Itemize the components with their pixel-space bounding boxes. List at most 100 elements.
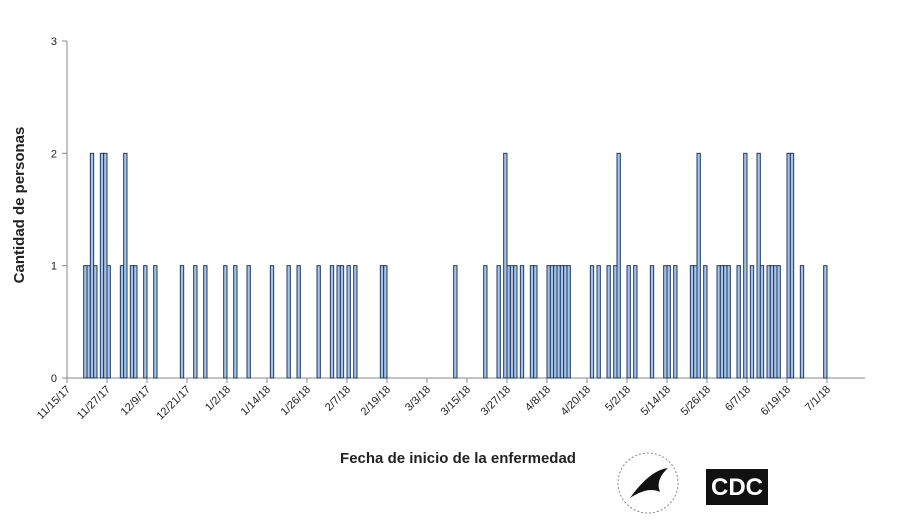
bar [596, 265, 601, 379]
x-tick-label: 3/15/18 [439, 384, 473, 418]
bar [316, 265, 321, 379]
bar [533, 265, 538, 379]
x-axis-label: Fecha de inicio de la enfermedad [340, 450, 576, 467]
x-tick-label: 12/21/17 [154, 384, 193, 423]
bar [246, 265, 251, 379]
bar [666, 265, 671, 379]
bar [776, 265, 781, 379]
x-tick-label: 1/14/18 [239, 384, 273, 418]
bar [696, 152, 701, 379]
bar [626, 265, 631, 379]
x-tick-label: 6/7/18 [723, 384, 753, 414]
bar [789, 152, 795, 379]
bar [823, 265, 828, 379]
bar [589, 265, 595, 379]
bar [353, 265, 358, 379]
x-tick-label: 2/19/18 [359, 384, 393, 418]
bar [716, 265, 721, 379]
bar [766, 265, 771, 379]
y-axis-label: Cantidad de personas [11, 127, 28, 284]
x-tick-label: 4/8/18 [523, 384, 553, 414]
bar [736, 265, 741, 379]
bar [106, 265, 111, 379]
bar [233, 265, 238, 379]
bar [286, 265, 291, 379]
bar [483, 265, 488, 379]
bar [453, 265, 458, 379]
bar [673, 265, 678, 379]
bar [553, 265, 558, 379]
bar [566, 265, 571, 379]
x-tick-label: 12/9/17 [119, 384, 153, 418]
bar [749, 265, 755, 379]
x-tick-label: 5/26/18 [679, 384, 713, 418]
bar [513, 265, 518, 379]
bar [693, 265, 698, 379]
bar [726, 265, 731, 379]
bar [529, 265, 535, 379]
bar [773, 265, 778, 379]
x-tick-label: 11/15/17 [35, 384, 73, 422]
bar [329, 265, 335, 379]
bar [719, 265, 725, 379]
x-tick-label: 1/26/18 [279, 384, 313, 418]
bar [193, 265, 198, 379]
bar [203, 265, 208, 379]
bar [143, 265, 148, 379]
cdc-logo: CDC [706, 469, 768, 505]
bar [383, 265, 388, 379]
bar [346, 265, 351, 379]
x-tick-label: 5/14/18 [639, 384, 673, 418]
x-tick-label: 7/1/18 [803, 384, 833, 414]
bar [799, 265, 805, 379]
bar [556, 265, 561, 379]
bar [296, 265, 301, 379]
y-tick-label: 0 [51, 373, 57, 385]
logo-text: CDC [711, 474, 763, 501]
x-tick-label: 3/3/18 [403, 384, 433, 414]
bar [616, 152, 621, 379]
bar [633, 265, 638, 379]
x-tick-label: 2/7/18 [323, 384, 353, 414]
bar [133, 265, 138, 379]
bar [123, 152, 128, 379]
bar [339, 265, 345, 379]
bar [153, 265, 158, 379]
x-tick-label: 5/2/18 [603, 384, 633, 414]
bar [663, 265, 668, 379]
x-tick-label: 4/20/18 [559, 384, 593, 418]
bar [759, 265, 765, 379]
bar [606, 265, 611, 379]
bar [563, 265, 568, 379]
bar [689, 265, 695, 379]
bar [519, 265, 525, 379]
bar [786, 152, 791, 379]
bar [613, 265, 618, 379]
bar [743, 152, 748, 379]
bar [129, 265, 135, 379]
x-tick-label: 6/19/18 [759, 384, 793, 418]
bar [223, 265, 228, 379]
y-tick-label: 2 [51, 148, 57, 160]
bar [649, 265, 655, 379]
x-tick-label: 3/27/18 [479, 384, 513, 418]
bar [703, 265, 708, 379]
y-tick-label: 1 [51, 261, 57, 273]
hhs-logo [617, 452, 679, 514]
bar [93, 265, 98, 379]
y-tick-label: 3 [51, 36, 57, 48]
bar [179, 265, 185, 379]
bar [723, 265, 728, 379]
x-tick-label: 11/27/17 [75, 384, 113, 422]
bar [769, 265, 775, 379]
bar [756, 152, 761, 379]
bar [546, 265, 551, 379]
bar [559, 265, 565, 379]
bar [509, 265, 515, 379]
x-tick-label: 1/2/18 [203, 384, 233, 414]
bar [496, 265, 501, 379]
bar [549, 265, 555, 379]
bar [269, 265, 275, 379]
